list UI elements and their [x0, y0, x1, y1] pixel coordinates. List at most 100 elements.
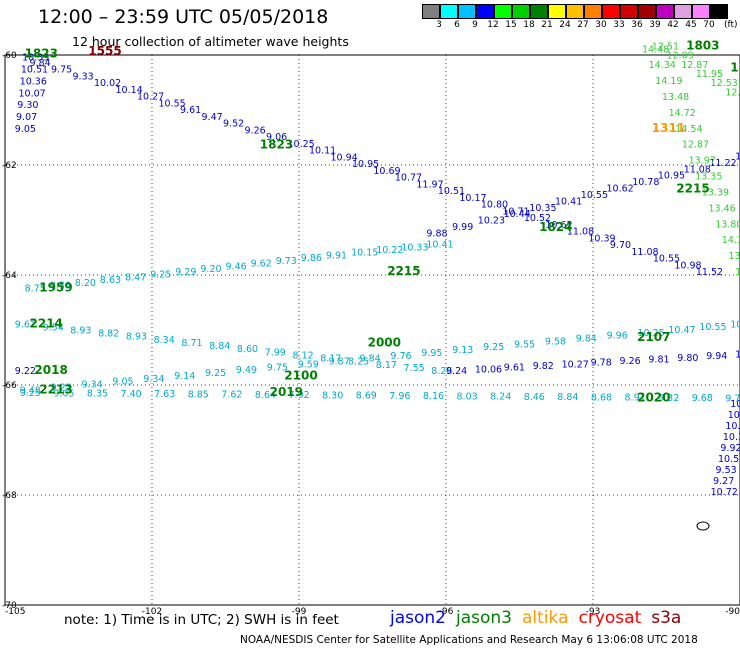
wave-height-value: 9.47 — [202, 112, 223, 123]
colorbar-cell: 12 — [475, 4, 499, 30]
legend-item-jason2: jason2 — [390, 608, 446, 628]
wave-height-value: 10.95 — [352, 159, 379, 170]
wave-height-value: 9.48 — [20, 385, 41, 396]
wave-height-value: 9.27 — [713, 476, 734, 487]
satellite-tracks: 9.849.759.3310.0210.1410.2710.559.619.47… — [15, 42, 740, 499]
axis-ticks: -105 -102 -99 -96 -93 -90 -60 -62 -64 -66 -68 -70 — [2, 51, 740, 617]
wave-height-value: 13.80 — [715, 219, 740, 230]
wave-height-value: 9.20 — [200, 264, 221, 275]
map-frame — [4, 54, 740, 606]
time-mark: 1555 — [88, 44, 121, 58]
map-grid — [5, 55, 740, 605]
wave-height-value: 11.52 — [696, 267, 723, 278]
wave-height-value: 9.58 — [545, 337, 566, 348]
colorbar-swatch — [601, 4, 620, 19]
wave-height-value: 9.82 — [533, 361, 554, 372]
wave-height-value: 9.91 — [326, 251, 347, 262]
colorbar-cell: 39 — [637, 4, 661, 30]
colorbar-cell: 30 — [583, 4, 607, 30]
wave-height-value: 7.62 — [221, 390, 242, 401]
wave-height-value: 10.41 — [426, 240, 453, 251]
time-mark: 2018 — [34, 363, 67, 377]
wave-height-colorbar: 3 6 9 12 15 18 21 24 27 30 33 36 39 42 45 70 — [421, 4, 728, 30]
wave-height-value: 9.96 — [607, 331, 628, 342]
wave-height-value: 11.08 — [631, 247, 658, 258]
x-tick-label: -93 — [586, 607, 601, 617]
wave-height-value: 10.17 — [459, 193, 486, 204]
wave-height-value: 10.51 — [438, 186, 465, 197]
colorbar-swatch — [457, 4, 476, 19]
wave-height-value: 11.97 — [416, 179, 443, 190]
time-mark: 2020 — [637, 391, 670, 405]
wave-height-value: 8.20 — [75, 278, 96, 289]
colorbar-label: 24 — [559, 20, 571, 30]
wave-height-value: 10.55 — [581, 190, 608, 201]
wave-height-value: 9.07 — [16, 112, 37, 123]
time-mark: 1804 — [730, 61, 740, 75]
x-tick-label: -105 — [5, 607, 25, 617]
wave-height-value: 7.40 — [121, 389, 142, 400]
wave-height-value: 9.29 — [175, 267, 196, 278]
wave-height-value: 9.55 — [514, 339, 535, 350]
wave-height-value: 13.97 — [689, 156, 716, 167]
colorbar-cell: 24 — [547, 4, 571, 30]
colorbar-swatch — [421, 4, 440, 19]
wave-height-value: 11.95 — [696, 69, 723, 80]
wave-height-value: 9.54 — [43, 322, 64, 333]
wave-height-value: 10.3 — [725, 421, 740, 432]
wave-height-value: 9.84 — [360, 354, 381, 365]
wave-height-value: 10.35 — [529, 203, 556, 214]
wave-height-value: 8.85 — [188, 389, 209, 400]
legend-item-jason3: jason3 — [456, 608, 512, 628]
wave-height-value: 10.72 — [711, 487, 738, 498]
wave-height-value: 9.30 — [17, 100, 38, 111]
colorbar-cell: 6 — [439, 4, 460, 30]
colorbar-label: 3 — [436, 20, 442, 30]
wave-height-value: 10.51 — [21, 64, 48, 75]
wave-height-value: 10.94 — [331, 152, 358, 163]
colorbar-cell: 36 — [619, 4, 643, 30]
wave-height-value: 8.82 — [98, 329, 119, 340]
colorbar-cell: 21 — [529, 4, 553, 30]
wave-height-value: 12.53 — [711, 78, 738, 89]
wave-height-value: 10.69 — [373, 166, 400, 177]
wave-height-value: 10.62 — [545, 220, 572, 231]
wave-height-value: 9.25 — [483, 342, 504, 353]
wave-height-value: 10.06 — [475, 364, 502, 375]
wave-height-value: 10.98 — [674, 260, 701, 271]
wave-height-value: 10.78 — [632, 177, 659, 188]
y-tick-label: -70 — [2, 601, 17, 611]
wave-height-value: 9.59 — [298, 359, 319, 370]
wave-height-value: 10.3 — [730, 399, 740, 410]
time-mark: 2215 — [676, 182, 709, 196]
wave-height-value: 8.47 — [125, 273, 146, 284]
wave-height-value: 8.60 — [237, 344, 258, 355]
page-title: 12:00 – 23:59 UTC 05/05/2018 — [38, 6, 329, 28]
wave-height-value: 8.12 — [293, 350, 314, 361]
y-tick-label: -60 — [2, 51, 17, 61]
x-tick-label: -96 — [439, 607, 454, 617]
wave-height-value: 10.3 — [723, 432, 740, 443]
wave-height-value: 9.72 — [725, 394, 740, 405]
wave-height-value: 9.61 — [15, 319, 36, 330]
time-marks: 1823 1555 1823 1824 1803 1804 1311 2215 2215 1959… — [25, 39, 740, 405]
wave-height-value: 9.87 — [329, 357, 350, 368]
wave-height-value: 8.26 — [431, 366, 452, 377]
wave-height-value: 10.77 — [395, 173, 422, 184]
wave-height-value: 9.23 — [51, 382, 72, 393]
colorbar-swatch — [475, 4, 494, 19]
colorbar-label: 42 — [667, 20, 679, 30]
colorbar-unit: (ft) — [724, 20, 738, 30]
wave-height-value: 10.27 — [562, 359, 589, 370]
wave-height-value: 13.35 — [695, 172, 722, 183]
wave-height-value: 12.51 — [652, 42, 679, 53]
wave-height-value: 9.76 — [390, 351, 411, 362]
wave-height-value: 9.80 — [677, 353, 698, 364]
legend-item-s3a: s3a — [651, 608, 682, 628]
time-mark: 2213 — [39, 382, 72, 396]
wave-height-value: 10.02 — [94, 78, 121, 89]
wave-height-value: 10.55 — [699, 322, 726, 333]
wave-height-value: 10.3 — [728, 410, 740, 421]
wave-height-value: 8.63 — [100, 275, 121, 286]
wave-height-value: 8.75 — [25, 284, 46, 295]
